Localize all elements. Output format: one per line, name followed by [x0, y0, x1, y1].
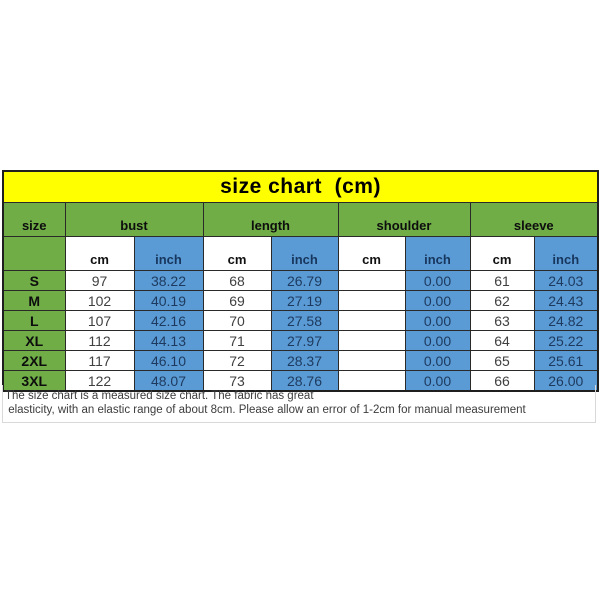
- col-group-bust: bust: [64, 202, 204, 237]
- length-inch-cell: 27.58: [270, 310, 339, 331]
- sleeve-cm-cell: 62: [469, 290, 535, 311]
- sleeve-cm-header: cm: [469, 236, 535, 271]
- shoulder-inch-cell: 0.00: [404, 370, 471, 392]
- size-cell: M: [2, 290, 66, 311]
- shoulder-inch-cell: 0.00: [404, 310, 471, 331]
- footnote-line-1: The size chart is a measured size chart.…: [5, 390, 314, 402]
- sleeve-inch-header: inch: [533, 236, 599, 271]
- table-row-s: S 97 38.22 68 26.79 0.00 61 24.03: [2, 270, 599, 291]
- col-group-sleeve: sleeve: [469, 202, 599, 237]
- col-group-size: size: [2, 202, 66, 237]
- group-header-row: size bust length shoulder sleeve: [2, 202, 599, 237]
- table-row-m: M 102 40.19 69 27.19 0.00 62 24.43: [2, 290, 599, 311]
- unit-header-row: cm inch cm inch cm inch cm inch: [2, 236, 599, 271]
- bust-inch-cell: 44.13: [133, 330, 204, 351]
- bust-cm-header: cm: [64, 236, 135, 271]
- sleeve-cm-cell: 61: [469, 270, 535, 291]
- sleeve-cm-cell: 63: [469, 310, 535, 331]
- col-group-shoulder: shoulder: [337, 202, 471, 237]
- shoulder-cm-cell: [337, 270, 406, 291]
- shoulder-cm-header: cm: [337, 236, 406, 271]
- size-cell: S: [2, 270, 66, 291]
- length-cm-cell: 73: [202, 370, 272, 392]
- size-chart-table: size chart (cm) size bust length shoulde…: [2, 170, 600, 392]
- col-group-length: length: [202, 202, 339, 237]
- chart-title: size chart (cm): [2, 170, 599, 203]
- length-cm-cell: 70: [202, 310, 272, 331]
- size-cell: 2XL: [2, 350, 66, 371]
- shoulder-inch-cell: 0.00: [404, 290, 471, 311]
- length-inch-header: inch: [270, 236, 339, 271]
- bust-cm-cell: 112: [64, 330, 135, 351]
- length-inch-cell: 28.37: [270, 350, 339, 371]
- table-row-xl: XL 112 44.13 71 27.97 0.00 64 25.22: [2, 330, 599, 351]
- bust-cm-cell: 117: [64, 350, 135, 371]
- size-cell: 3XL: [2, 370, 66, 392]
- length-inch-cell: 27.19: [270, 290, 339, 311]
- length-inch-cell: 27.97: [270, 330, 339, 351]
- bust-cm-cell: 122: [64, 370, 135, 392]
- shoulder-cm-cell: [337, 310, 406, 331]
- bust-cm-cell: 97: [64, 270, 135, 291]
- shoulder-inch-cell: 0.00: [404, 350, 471, 371]
- bust-inch-cell: 46.10: [133, 350, 204, 371]
- sleeve-inch-cell: 25.22: [533, 330, 599, 351]
- measurement-footnote: The size chart is a measured size chart.…: [2, 385, 596, 423]
- shoulder-cm-cell: [337, 290, 406, 311]
- bust-inch-cell: 38.22: [133, 270, 204, 291]
- sleeve-inch-cell: 24.03: [533, 270, 599, 291]
- shoulder-inch-cell: 0.00: [404, 270, 471, 291]
- bust-inch-cell: 48.07: [133, 370, 204, 392]
- table-row-l: L 107 42.16 70 27.58 0.00 63 24.82: [2, 310, 599, 331]
- shoulder-inch-cell: 0.00: [404, 330, 471, 351]
- footnote-line-2: elasticity, with an elastic range of abo…: [5, 403, 526, 416]
- length-cm-cell: 71: [202, 330, 272, 351]
- size-cell: XL: [2, 330, 66, 351]
- length-cm-cell: 69: [202, 290, 272, 311]
- sleeve-cm-cell: 64: [469, 330, 535, 351]
- length-cm-header: cm: [202, 236, 272, 271]
- sleeve-inch-cell: 25.61: [533, 350, 599, 371]
- bust-cm-cell: 102: [64, 290, 135, 311]
- sleeve-cm-cell: 65: [469, 350, 535, 371]
- length-inch-cell: 28.76: [270, 370, 339, 392]
- length-cm-cell: 68: [202, 270, 272, 291]
- bust-cm-cell: 107: [64, 310, 135, 331]
- sleeve-inch-cell: 26.00: [533, 370, 599, 392]
- table-row-3xl: 3XL 122 48.07 73 28.76 0.00 66 26.00: [2, 370, 599, 392]
- shoulder-cm-cell: [337, 330, 406, 351]
- shoulder-cm-cell: [337, 370, 406, 392]
- shoulder-cm-cell: [337, 350, 406, 371]
- title-row: size chart (cm): [2, 170, 599, 203]
- shoulder-inch-header: inch: [404, 236, 471, 271]
- bust-inch-cell: 40.19: [133, 290, 204, 311]
- sleeve-inch-cell: 24.43: [533, 290, 599, 311]
- sleeve-inch-cell: 24.82: [533, 310, 599, 331]
- size-cell: L: [2, 310, 66, 331]
- length-cm-cell: 72: [202, 350, 272, 371]
- bust-inch-header: inch: [133, 236, 204, 271]
- bust-inch-cell: 42.16: [133, 310, 204, 331]
- table-row-2xl: 2XL 117 46.10 72 28.37 0.00 65 25.61: [2, 350, 599, 371]
- unit-blank-cell: [2, 236, 66, 271]
- length-inch-cell: 26.79: [270, 270, 339, 291]
